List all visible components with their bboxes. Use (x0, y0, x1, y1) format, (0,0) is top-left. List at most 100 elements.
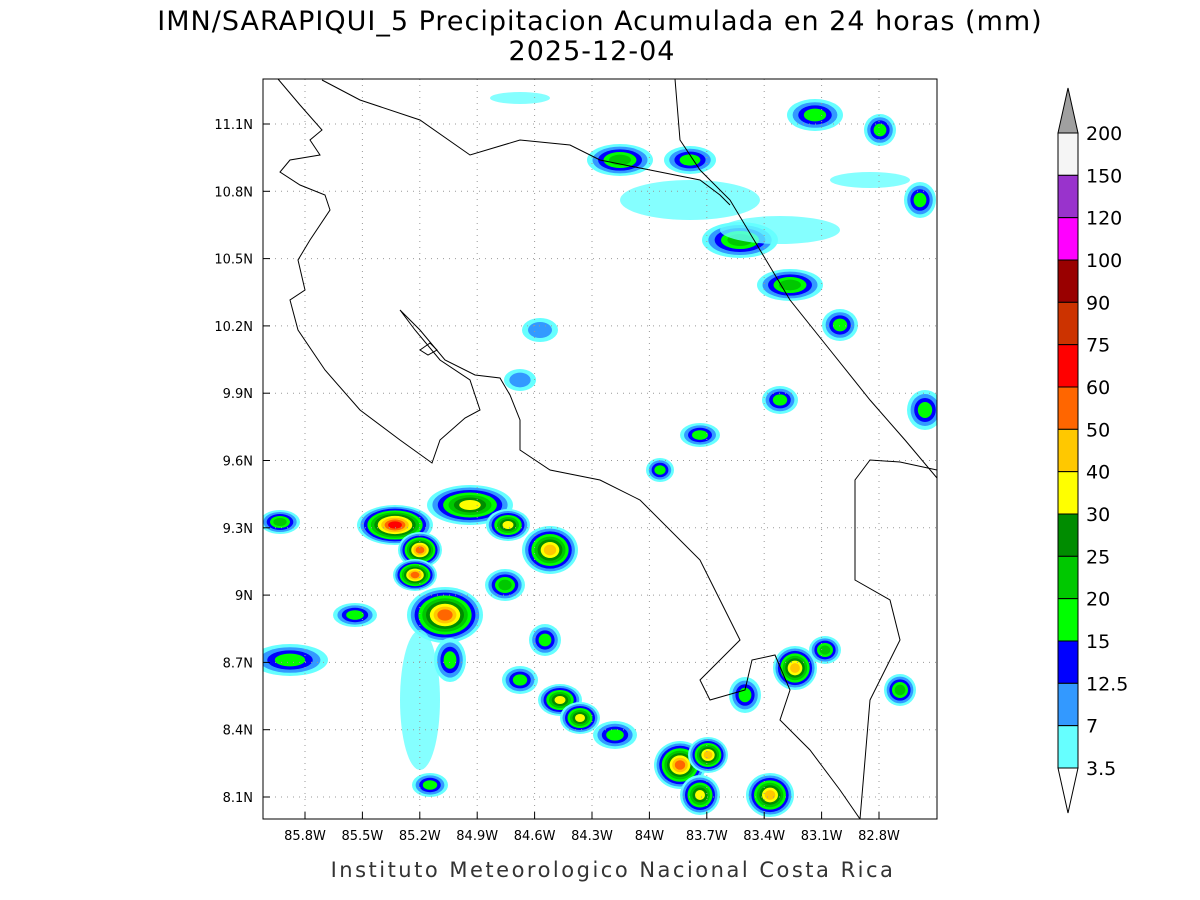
colorbar-box (1057, 598, 1079, 642)
precip-contour (512, 674, 528, 686)
grid: 11.1N 10.8N 10.5N 10.2N 9.9N 9.6N 9.3N 9N 8.7N 8.… (214, 79, 937, 844)
lat-label: 8.1N (223, 791, 253, 806)
date: 2025-12-04 (509, 36, 676, 67)
lat-label: 10.8N (214, 185, 253, 200)
precip-contour (620, 180, 760, 220)
lat-label: 8.7N (223, 656, 253, 671)
lon-label: 85.8W (284, 829, 326, 844)
coastlines (277, 79, 937, 819)
precip-contour (695, 790, 705, 800)
precip-contour (779, 279, 801, 291)
colorbar-under (1057, 767, 1079, 814)
precip-field (263, 92, 937, 817)
precip-contour (490, 92, 550, 104)
colorbar-label: 150 (1086, 165, 1122, 187)
lat-label: 10.5N (214, 253, 253, 268)
caribbean-coast (674, 79, 937, 479)
colorbar-label: 75 (1086, 335, 1110, 357)
colorbar-label: 20 (1086, 589, 1110, 611)
colorbar-label: 90 (1086, 292, 1110, 314)
precip-contour (790, 663, 800, 673)
precip-contour (502, 521, 514, 529)
precip-contour (913, 192, 927, 208)
colorbar-label: 200 (1086, 123, 1122, 145)
lon-label: 85.2W (399, 829, 441, 844)
colorbar-box (1057, 174, 1079, 219)
colorbar-box (1057, 682, 1079, 727)
colorbar-box (1057, 471, 1079, 515)
precip-contour (575, 714, 585, 722)
precip-contour (346, 610, 364, 620)
colorbar-label: 60 (1086, 377, 1110, 399)
precip-contour (273, 518, 287, 526)
precip-contour (606, 729, 624, 741)
colorbar-box (1057, 513, 1079, 557)
colorbar-box (1057, 217, 1079, 261)
lon-label: 84.9W (456, 829, 498, 844)
precip-contour (679, 154, 701, 166)
precip-contour (654, 465, 666, 475)
colorbar-label: 120 (1086, 208, 1122, 230)
precip-contour (415, 546, 425, 554)
precip-contour (274, 653, 306, 667)
precip-contour (819, 645, 831, 655)
precip-contour (388, 521, 402, 529)
border-north (321, 79, 731, 206)
colorbar-over (1057, 87, 1079, 134)
lon-label: 84.6W (514, 829, 556, 844)
colorbar: 200 150 120 100 90 75 60 50 40 30 25 20 15 12.5 7 3.5 (1057, 87, 1128, 814)
colorbar-box (1057, 725, 1079, 769)
lat-label: 9.6N (223, 455, 253, 470)
lon-label: 84W (635, 829, 665, 844)
colorbar-box (1057, 640, 1079, 684)
precip-contour (554, 696, 566, 704)
precip-contour (703, 751, 713, 759)
precip-contour (459, 500, 481, 510)
lon-label: 82.8W (858, 829, 900, 844)
precip-contour (772, 394, 788, 406)
colorbar-box (1057, 344, 1079, 388)
precip-contour (528, 322, 552, 338)
colorbar-label: 40 (1086, 462, 1110, 484)
lat-label: 9.3N (223, 522, 253, 537)
lat-label: 10.2N (214, 320, 253, 335)
lat-label: 9.9N (223, 387, 253, 402)
precip-contour (422, 780, 438, 790)
colorbar-box (1057, 301, 1079, 346)
precip-contour (437, 609, 453, 621)
title: IMN/SARAPIQUI_5 Precipitacion Acumulada … (157, 6, 1042, 37)
footer: Instituto Meteorologico Nacional Costa R… (331, 858, 896, 882)
precip-contour (509, 372, 531, 388)
lat-label: 8.4N (223, 724, 253, 739)
map-frame (262, 78, 938, 820)
colorbar-box (1057, 259, 1079, 303)
precip-contour (803, 108, 827, 122)
precip-contour (538, 633, 552, 647)
colorbar-label: 50 (1086, 419, 1110, 441)
lat-label: 11.1N (214, 118, 253, 133)
colorbar-label: 3.5 (1086, 758, 1116, 780)
precip-contour (443, 651, 457, 669)
colorbar-label: 7 (1086, 716, 1098, 738)
precip-contour (674, 760, 686, 770)
colorbar-label: 12.5 (1086, 673, 1128, 695)
precip-contour (543, 544, 557, 556)
precip-contour (692, 430, 708, 440)
precip-contour (917, 402, 933, 418)
precip-contour (410, 571, 420, 579)
precip-contour (720, 216, 840, 244)
precip-contour (400, 630, 440, 770)
lon-label: 83.4W (743, 829, 785, 844)
precip-contour (830, 172, 910, 188)
colorbar-box (1057, 132, 1079, 176)
precip-contour (832, 318, 848, 332)
colorbar-label: 100 (1086, 250, 1122, 272)
lat-label: 9N (235, 589, 253, 604)
colorbar-label: 15 (1086, 631, 1110, 653)
precip-contour (764, 790, 776, 800)
border-south (854, 459, 937, 819)
colorbar-box (1057, 386, 1079, 430)
colorbar-label: 30 (1086, 504, 1110, 526)
